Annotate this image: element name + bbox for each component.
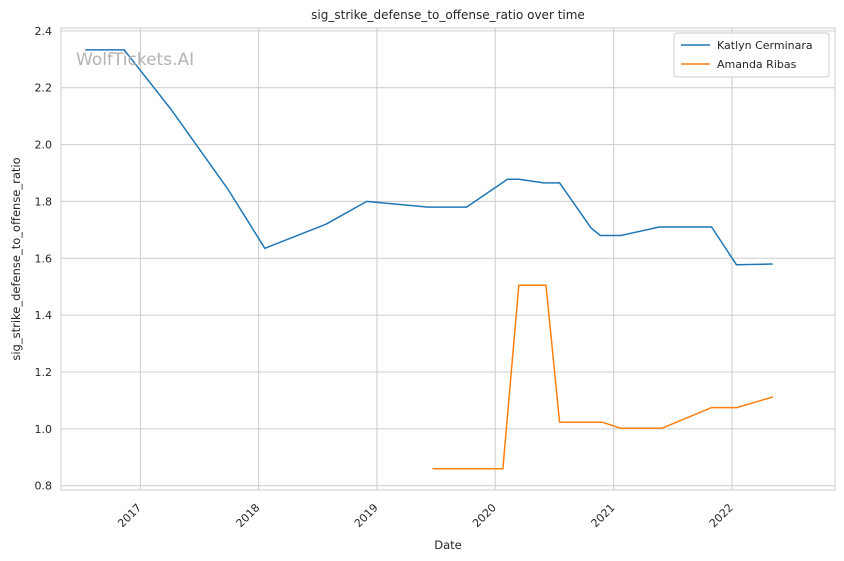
series-lines [85,49,774,470]
chart-title: sig_strike_defense_to_offense_ratio over… [311,8,585,22]
plot-area-frame [60,27,836,491]
series-line-amanda-ribas [432,284,774,470]
x-tick-label: 2018 [234,501,263,530]
legend-entry: Amanda Ribas [717,58,797,71]
grid [61,28,835,490]
y-tick-label: 1.8 [35,195,53,208]
x-tick-label: 2017 [115,501,144,530]
y-tick-label: 1.4 [35,309,53,322]
x-axis-label: Date [434,538,462,552]
y-tick-labels: 0.8 1.0 1.2 1.4 1.6 1.8 2.0 2.2 2.4 [35,25,53,493]
x-tick-label: 2020 [470,501,499,530]
x-tick-label: 2019 [352,501,381,530]
y-tick-label: 2.2 [35,82,53,95]
legend: Katlyn Cerminara Amanda Ribas [673,32,830,78]
x-tick-label: 2022 [707,501,736,530]
y-tick-label: 1.6 [35,252,53,265]
y-tick-label: 1.2 [35,366,53,379]
x-tick-labels: 2017 2018 2019 2020 2021 2022 [115,501,736,530]
legend-box [673,32,830,78]
y-tick-label: 1.0 [35,423,53,436]
legend-entry: Katlyn Cerminara [717,39,813,52]
y-axis-label: sig_strike_defense_to_offense_ratio [9,157,23,360]
y-tick-label: 2.0 [35,139,53,152]
watermark-text: WolfTickets.AI [76,50,194,70]
y-tick-label: 2.4 [35,25,53,38]
x-tick-label: 2021 [589,501,618,530]
series-line-katlyn-cerminara [85,49,773,266]
y-tick-label: 0.8 [35,480,53,493]
